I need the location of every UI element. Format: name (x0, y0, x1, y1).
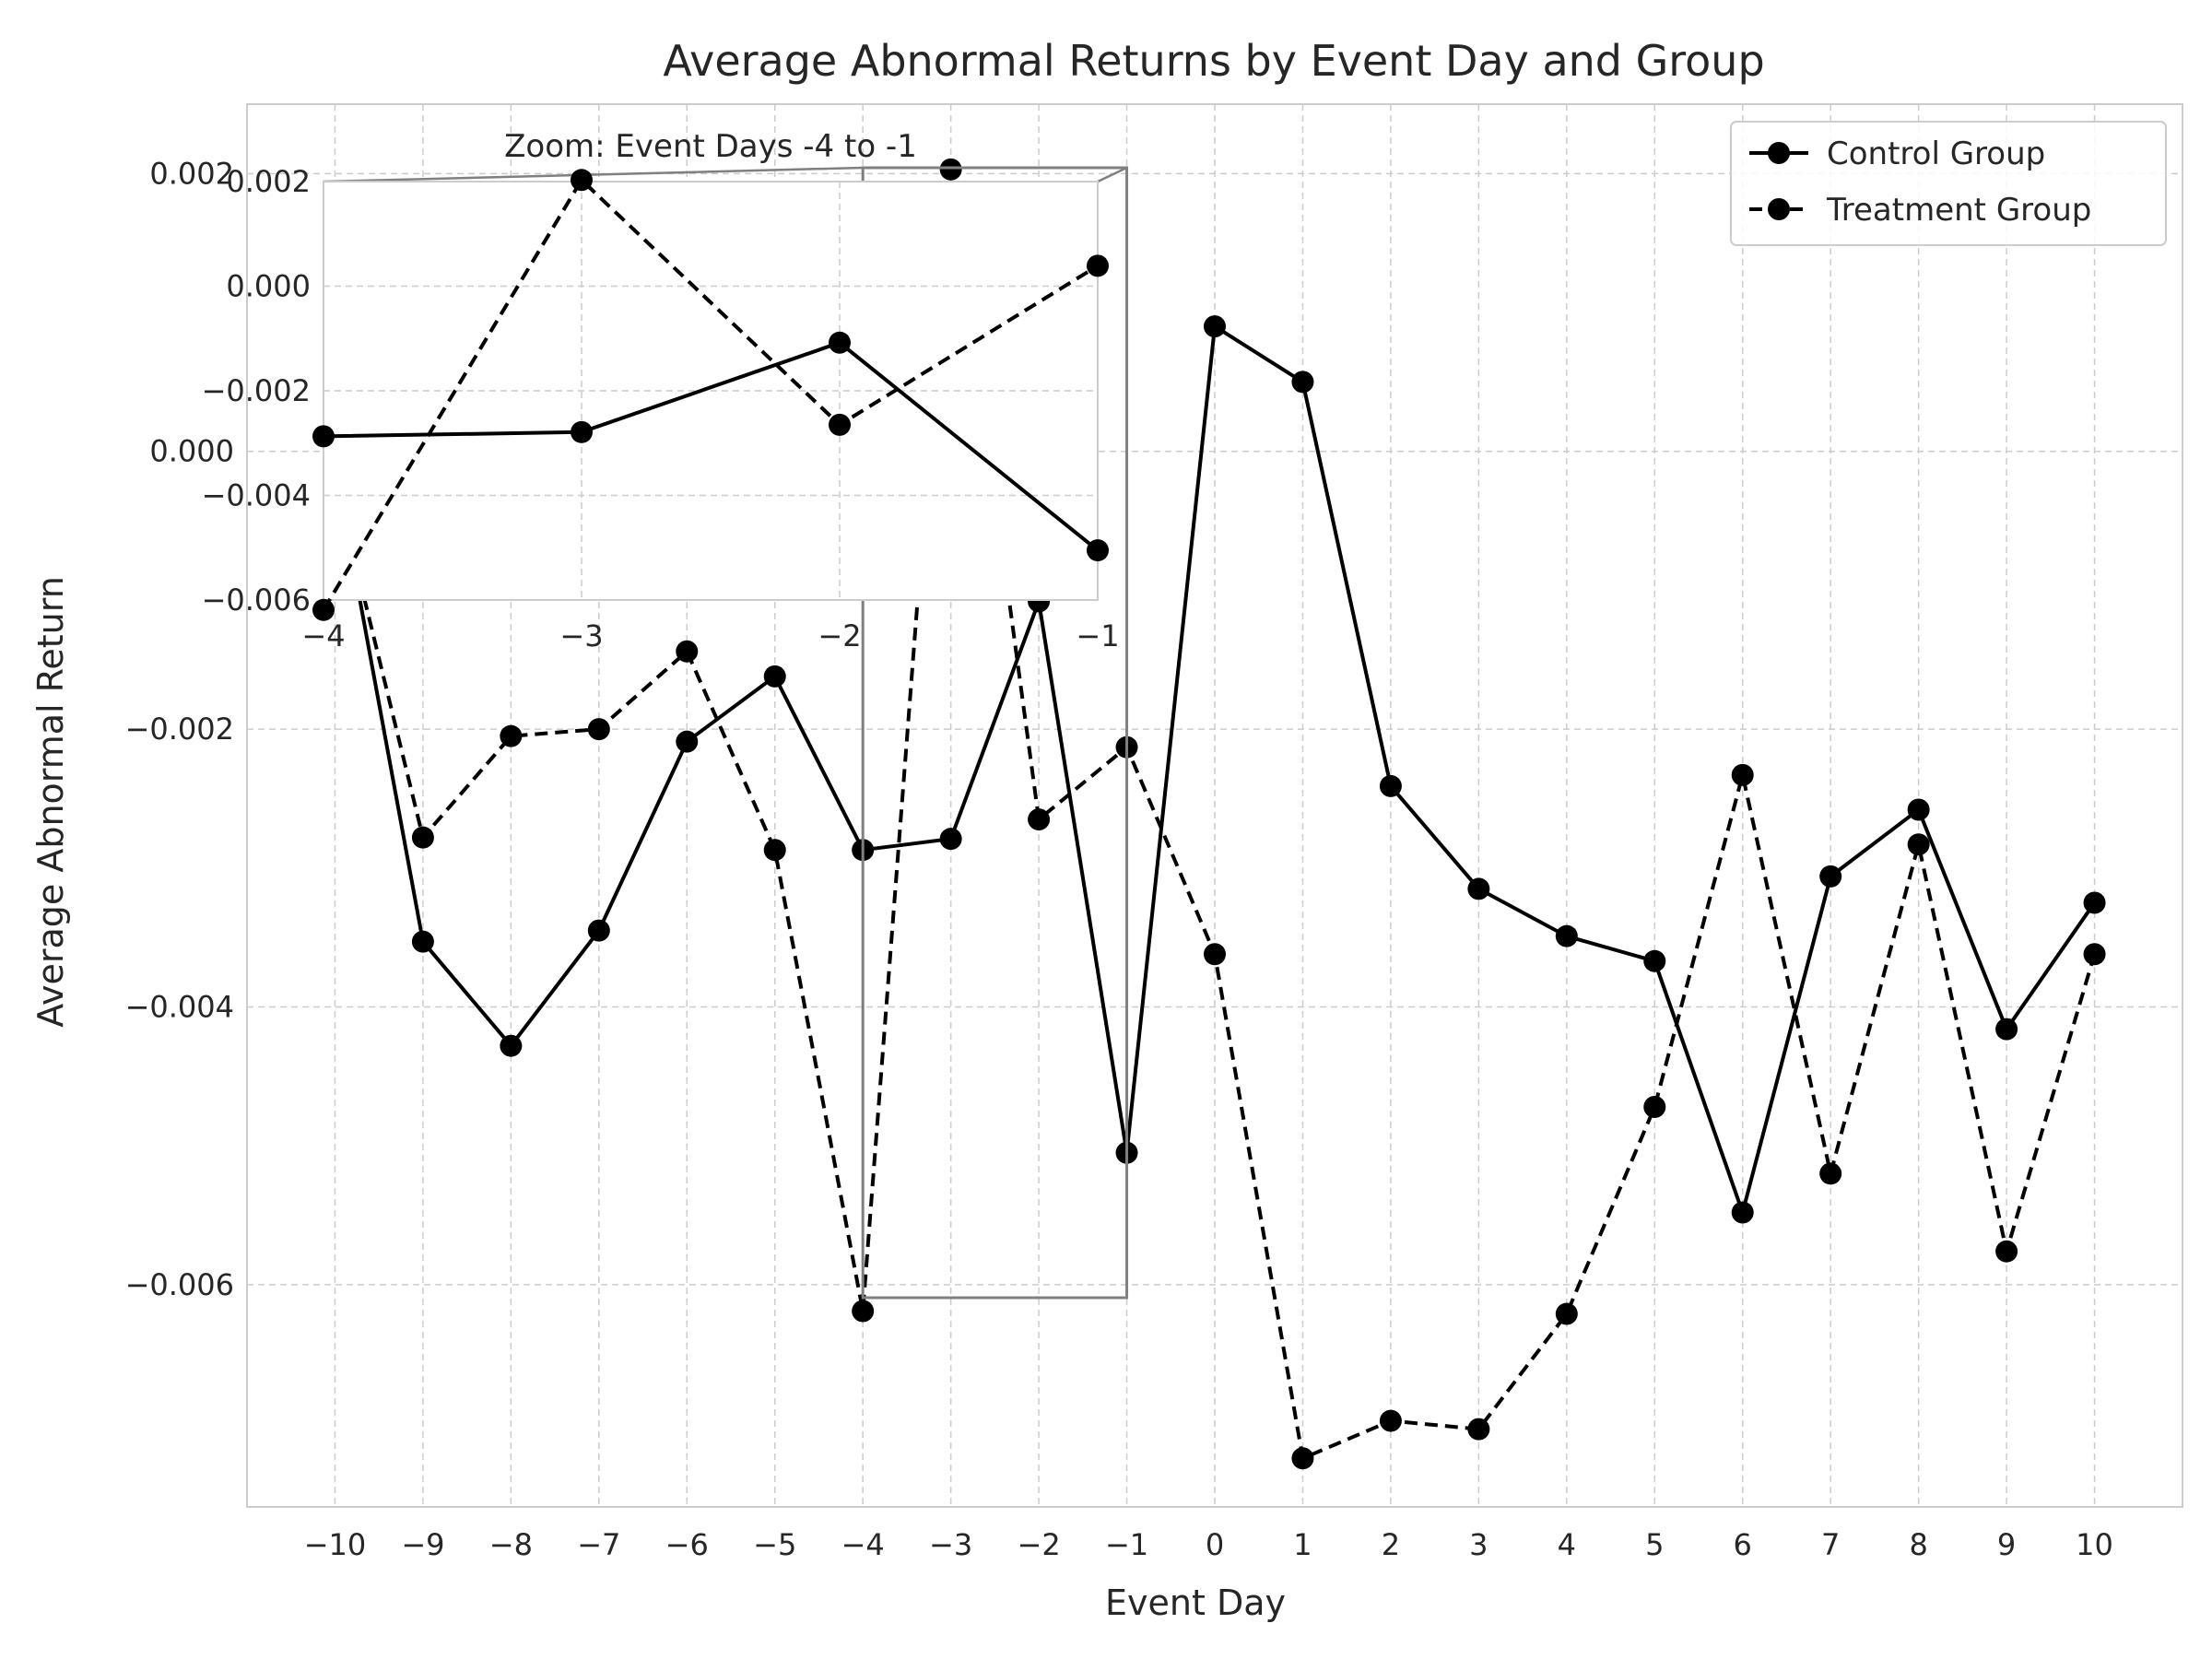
data-point (763, 665, 786, 688)
y-axis-label: Average Abnormal Return (30, 576, 71, 1028)
data-point (1555, 924, 1578, 947)
data-point (1731, 1201, 1754, 1224)
data-point (1467, 1418, 1490, 1441)
chart-title: Average Abnormal Returns by Event Day an… (663, 36, 1764, 86)
x-tick-label: −4 (301, 618, 345, 653)
data-point (829, 331, 851, 354)
data-point (1907, 798, 1930, 821)
x-tick-label: 0 (1206, 1527, 1224, 1562)
data-point (1291, 1447, 1314, 1470)
data-point (500, 724, 523, 747)
data-point (1467, 877, 1490, 900)
data-point (1379, 774, 1402, 797)
data-point (1731, 763, 1754, 786)
x-axis-label: Event Day (1105, 1583, 1286, 1623)
data-point (1379, 1409, 1402, 1432)
x-tick-label: −1 (1076, 618, 1119, 653)
data-point (1204, 315, 1226, 338)
zoom-region-box (861, 166, 1129, 1300)
x-tick-label: 8 (1909, 1527, 1927, 1562)
series-line (323, 340, 1100, 552)
data-point (676, 730, 699, 753)
x-tick-label: 1 (1293, 1527, 1312, 1562)
inset-plot: −4 −3 −2 −1 0.002 0.000 −0.002 −0.004 −0.006 Zoom… (202, 128, 1128, 653)
legend-label: Control Group (1827, 135, 2045, 172)
zoom-connector (1097, 166, 1128, 183)
plot-frame (323, 181, 1099, 601)
data-point (2083, 891, 2106, 914)
data-point (571, 169, 593, 192)
legend-swatch-marker (1768, 142, 1790, 164)
data-point (763, 839, 786, 862)
data-point (939, 828, 962, 851)
x-tick-label: 3 (1469, 1527, 1488, 1562)
x-tick-label: −2 (1018, 1527, 1061, 1562)
y-tick-label: −0.002 (202, 373, 311, 408)
data-point (1204, 943, 1226, 966)
data-point (939, 158, 962, 181)
y-tick-label: −0.004 (202, 478, 311, 513)
x-tick-label: 10 (2076, 1527, 2113, 1562)
x-tick-label: 7 (1821, 1527, 1840, 1562)
data-point (1819, 1162, 1842, 1185)
data-point (312, 598, 335, 621)
x-tick-label: −1 (1105, 1527, 1148, 1562)
data-point (1087, 254, 1109, 277)
x-tick-label: −8 (489, 1527, 533, 1562)
x-tick-label: 2 (1382, 1527, 1400, 1562)
data-point (1555, 1302, 1578, 1325)
x-tick-label: −3 (559, 618, 603, 653)
data-point (1643, 1096, 1666, 1119)
legend: Control Group Treatment Group (1730, 121, 2167, 246)
x-tick-label: −7 (577, 1527, 620, 1562)
y-tick-label: 0.000 (149, 434, 234, 469)
x-tick-label: −6 (665, 1527, 709, 1562)
x-tick-label: −3 (929, 1527, 972, 1562)
legend-label: Treatment Group (1826, 192, 2091, 229)
data-point (1028, 808, 1051, 831)
data-point (1995, 1240, 2018, 1263)
data-point (571, 420, 593, 443)
legend-swatch-marker (1768, 198, 1790, 220)
x-tick-label: −4 (841, 1527, 885, 1562)
data-point (2083, 943, 2106, 966)
y-tick-label: 0.002 (149, 156, 234, 191)
data-point (411, 826, 434, 849)
plot-frame (246, 103, 2183, 1508)
x-tick-label: −2 (818, 618, 861, 653)
data-point (1819, 865, 1842, 888)
y-tick-label: 0.000 (226, 269, 311, 304)
x-tick-label: 4 (1558, 1527, 1576, 1562)
x-tick-label: 9 (1997, 1527, 2016, 1562)
y-tick-label: −0.006 (125, 1267, 234, 1302)
data-point (411, 930, 434, 953)
y-tick-label: −0.004 (125, 990, 234, 1025)
legend-box (1730, 121, 2167, 246)
zoom-connector (323, 166, 864, 183)
x-tick-label: −10 (304, 1527, 367, 1562)
x-tick-label: −9 (401, 1527, 444, 1562)
data-point (587, 919, 610, 942)
x-tick-label: 5 (1645, 1527, 1664, 1562)
data-point (1907, 833, 1930, 856)
y-tick-label: −0.002 (125, 712, 234, 747)
data-point (1291, 371, 1314, 394)
data-point (312, 425, 335, 448)
data-point (1643, 949, 1666, 972)
inset-title: Zoom: Event Days -4 to -1 (504, 128, 917, 165)
y-tick-label: −0.006 (202, 582, 311, 618)
x-tick-label: 6 (1734, 1527, 1752, 1562)
data-point (587, 718, 610, 741)
data-point (852, 1300, 875, 1323)
data-point (1087, 539, 1109, 562)
data-point (500, 1034, 523, 1057)
data-point (1995, 1018, 2018, 1041)
series-line (322, 178, 1100, 611)
y-tick-label: 0.002 (226, 164, 311, 199)
data-point (829, 413, 851, 436)
data-point (676, 640, 699, 663)
x-tick-label: −5 (753, 1527, 796, 1562)
